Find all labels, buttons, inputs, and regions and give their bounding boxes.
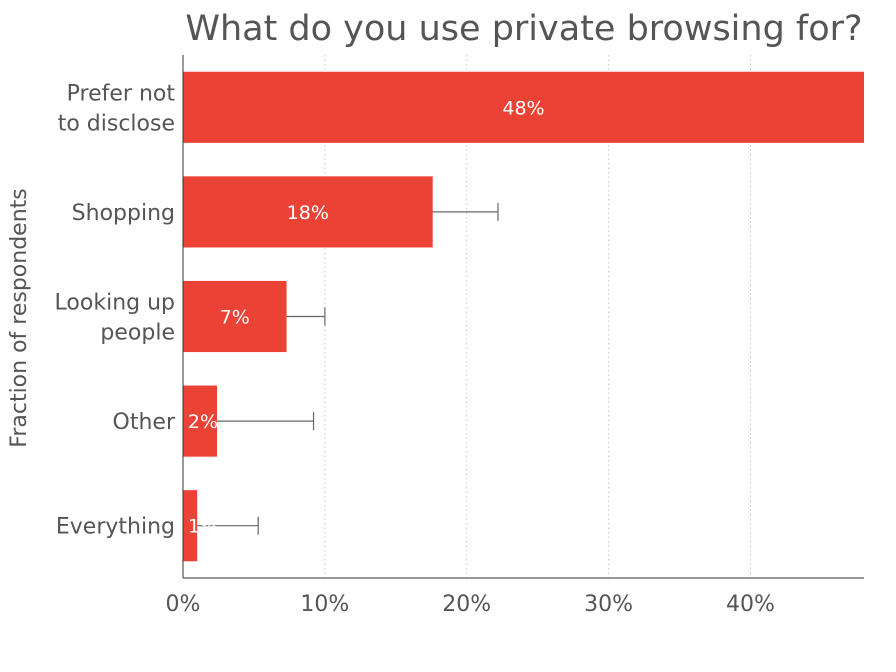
- category-label-3-line-0: Other: [113, 410, 176, 435]
- x-tick-label-0: 0%: [166, 592, 201, 617]
- data-label-4: 1%: [188, 516, 218, 538]
- bar-4: [183, 490, 198, 562]
- category-label-3: Other: [113, 410, 176, 435]
- category-label-0: Prefer not to disclose: [58, 81, 176, 136]
- bar-0: [183, 71, 864, 143]
- axes: [182, 55, 864, 579]
- category-label-1: Shopping: [72, 201, 175, 226]
- category-label-1-line-0: Shopping: [72, 201, 175, 226]
- data-label-2: 7%: [220, 307, 250, 329]
- bar-2: [183, 280, 287, 353]
- category-label-4: Everything: [56, 515, 175, 540]
- data-label-3: 2%: [188, 411, 218, 433]
- bar-3: [183, 385, 218, 457]
- category-label-2-line-0: Looking up: [55, 291, 175, 316]
- data-label-0: 48%: [502, 97, 544, 119]
- bars: [183, 71, 864, 562]
- category-label-0-line-1: to disclose: [58, 111, 175, 136]
- data-label-1: 18%: [287, 202, 329, 224]
- y-axis-label: Fraction of respondents: [7, 188, 32, 447]
- bar-1: [183, 176, 433, 248]
- x-tick-label-1: 10%: [300, 592, 349, 617]
- x-tick-label-2: 20%: [442, 592, 491, 617]
- category-label-0-line-0: Prefer not: [67, 81, 176, 106]
- category-label-2-line-1: people: [100, 321, 175, 346]
- category-label-2: Looking up people: [55, 291, 175, 346]
- x-tick-label-3: 30%: [584, 592, 633, 617]
- category-label-4-line-0: Everything: [56, 515, 175, 540]
- x-tick-label-4: 40%: [726, 592, 775, 617]
- chart-title: What do you use private browsing for?: [185, 9, 862, 49]
- labels: 48% Prefer not to disclose 18% Shopping 7% Loo…: [55, 81, 775, 617]
